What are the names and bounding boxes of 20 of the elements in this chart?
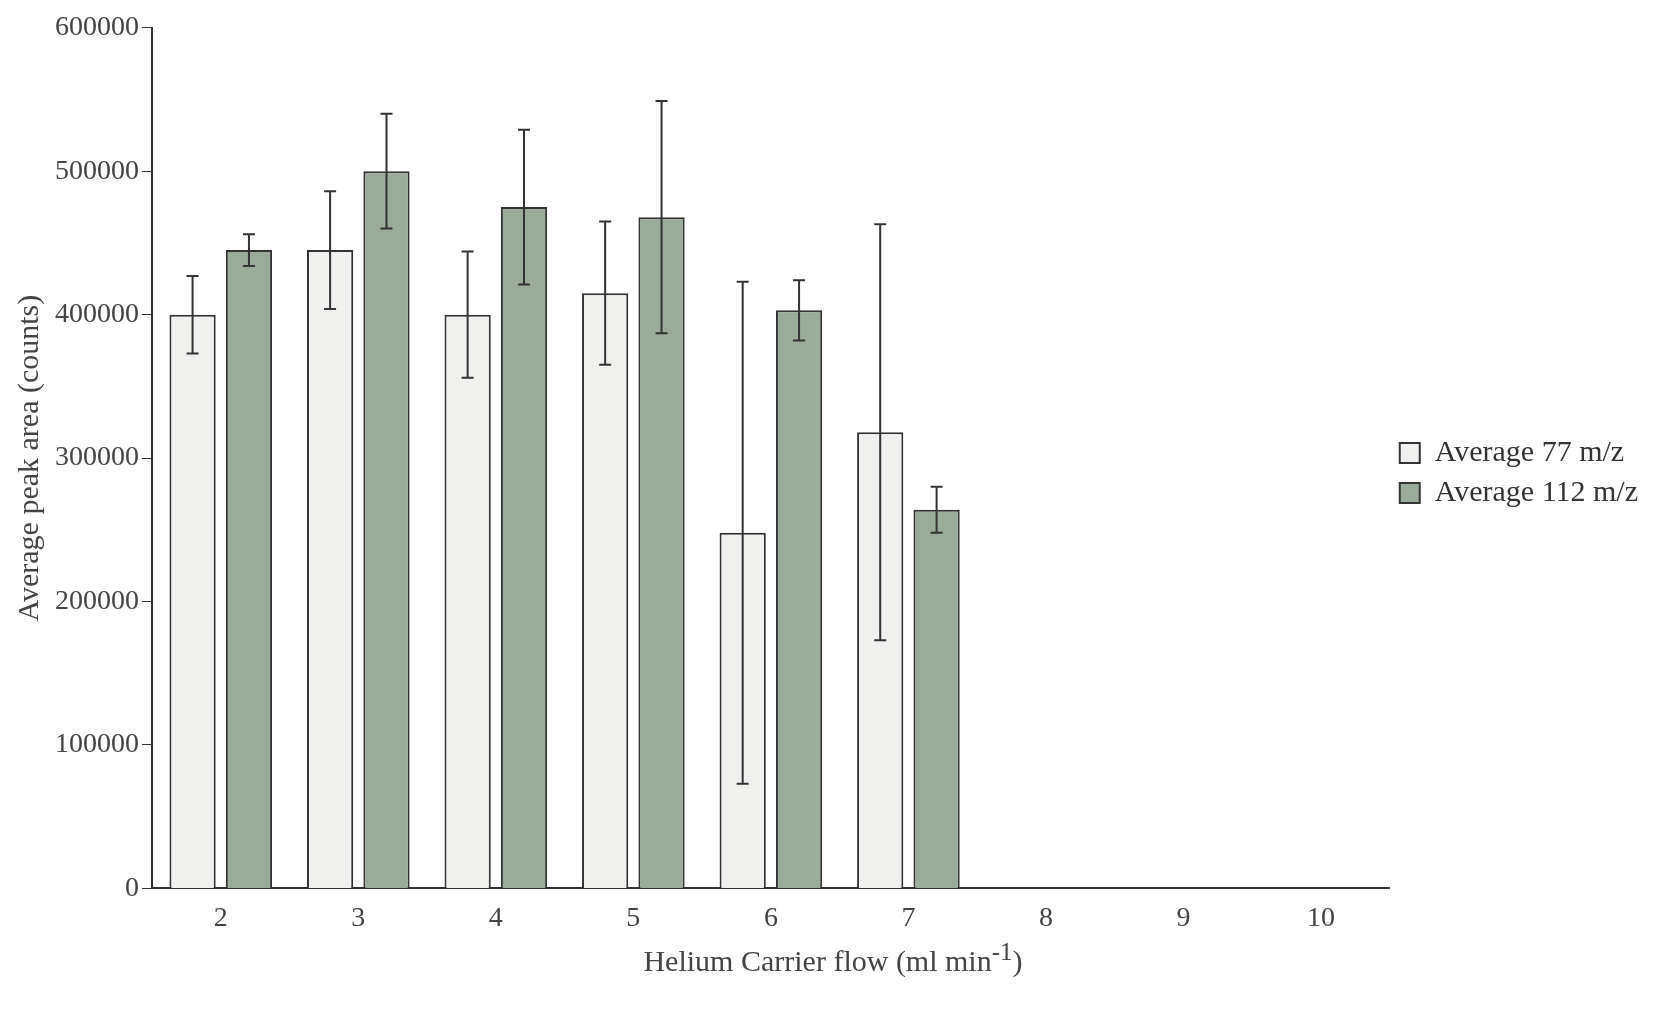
y-tick-label: 100000 — [55, 727, 139, 759]
legend-label: Average 112 m/z — [1434, 473, 1638, 507]
x-tick-label: 10 — [1306, 900, 1335, 932]
y-tick-label: 600000 — [55, 10, 139, 42]
x-axis-title: Helium Carrier flow (ml min$^{-1}$) — [642, 938, 1024, 978]
y-tick-label: 300000 — [55, 440, 139, 472]
y-tick-label: 0 — [125, 870, 139, 902]
x-tick-label: 9 — [1176, 900, 1191, 932]
x-tick-label: 7 — [901, 900, 916, 932]
x-tick-label: 6 — [763, 900, 778, 932]
y-axis-title: Average peak area (counts) — [10, 294, 45, 622]
y-tick-label: 500000 — [55, 153, 139, 185]
legend-label: Average 77 m/z — [1434, 433, 1625, 467]
x-tick-label: 4 — [488, 900, 503, 932]
x-tick-label: 2 — [213, 900, 228, 932]
y-tick-label: 200000 — [55, 583, 139, 615]
x-tick-label: 8 — [1038, 900, 1053, 932]
y-tick-label: 400000 — [55, 297, 139, 329]
x-tick-label: 5 — [626, 900, 641, 932]
x-tick-label: 3 — [351, 900, 366, 932]
